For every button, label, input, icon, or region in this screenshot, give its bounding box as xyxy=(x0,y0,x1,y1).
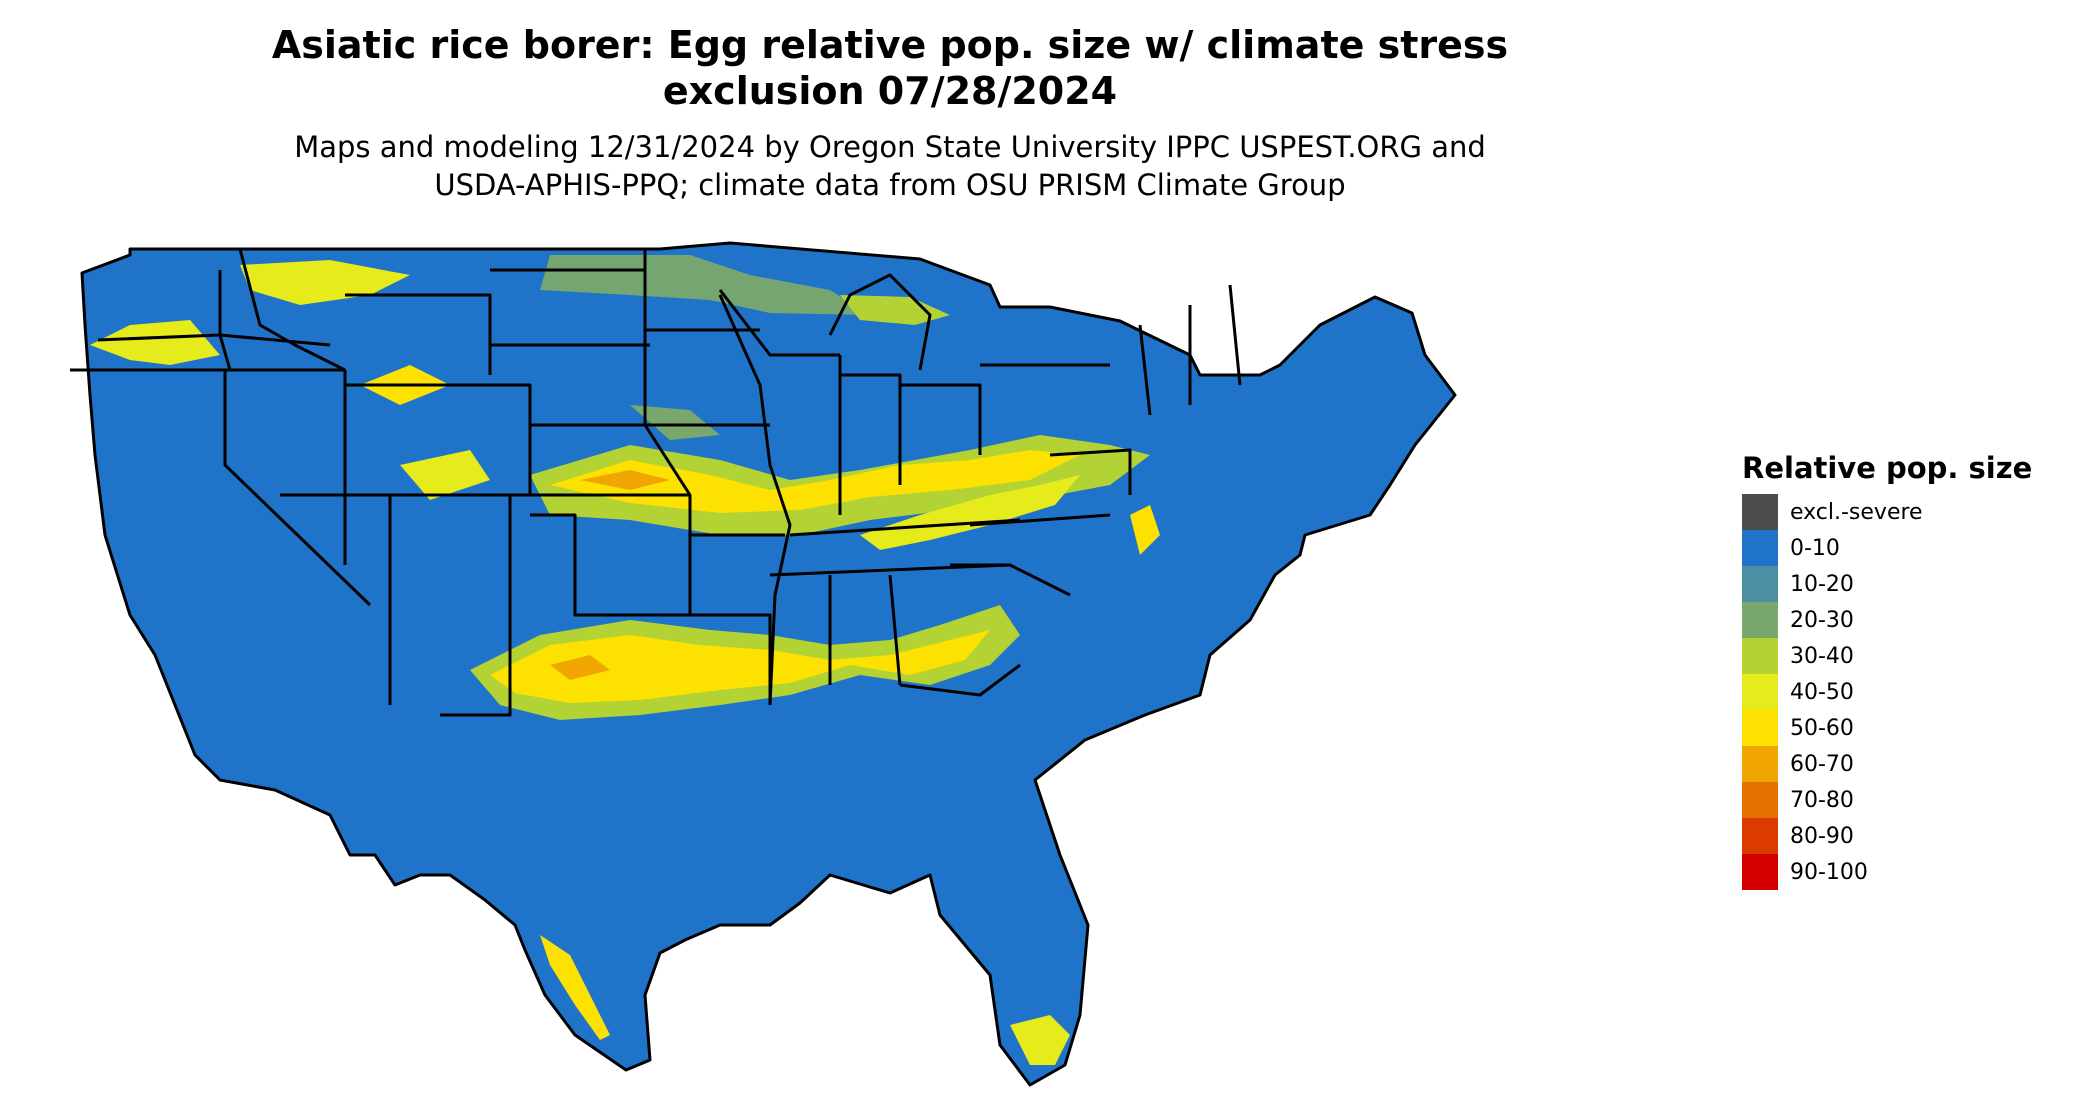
legend-label: 80-90 xyxy=(1790,823,1854,849)
legend-label: 60-70 xyxy=(1790,751,1854,777)
us-map xyxy=(70,241,1457,1087)
legend-label: 70-80 xyxy=(1790,787,1854,813)
legend-swatch xyxy=(1742,818,1778,854)
ca-nv-border xyxy=(223,370,372,607)
western-ridges-4 xyxy=(400,450,490,500)
legend-item: 40-50 xyxy=(1742,674,2032,710)
legend-swatch xyxy=(1742,746,1778,782)
legend-swatch xyxy=(1742,566,1778,602)
dakotas-mn-border xyxy=(643,249,692,615)
legend-swatch xyxy=(1742,782,1778,818)
va-nc-border xyxy=(969,513,1111,527)
western-ridges-1 xyxy=(90,320,220,365)
nm-tx-border xyxy=(440,495,512,717)
central-band-hot xyxy=(580,470,670,490)
legend-label: 10-20 xyxy=(1790,571,1854,597)
legend-item: 50-60 xyxy=(1742,710,2032,746)
atlantic-coast-band xyxy=(1130,505,1160,555)
legend-item: 30-40 xyxy=(1742,638,2032,674)
legend-label: 20-30 xyxy=(1790,607,1854,633)
legend-item: 80-90 xyxy=(1742,818,2032,854)
id-mt-border xyxy=(238,248,346,372)
or-id-border xyxy=(218,270,232,371)
title-line-1: Asiatic rice borer: Egg relative pop. si… xyxy=(271,23,1509,67)
legend-item: 10-20 xyxy=(1742,566,2032,602)
legend-swatch xyxy=(1742,530,1778,566)
map-title: Asiatic rice borer: Egg relative pop. si… xyxy=(170,22,1610,114)
mississippi-river-line xyxy=(718,294,792,706)
gulf-coast-band xyxy=(540,935,610,1040)
ok-tx-border xyxy=(530,513,690,617)
al-ga-border xyxy=(888,574,902,686)
southern-band-core xyxy=(490,630,990,703)
ga-fl-border xyxy=(899,663,1021,697)
upper-michigan-band xyxy=(840,295,950,325)
legend-item: excl.-severe xyxy=(1742,494,2032,530)
legend-item: 0-10 xyxy=(1742,530,2032,566)
subtitle-line-2: USDA-APHIS-PPQ; climate data from OSU PR… xyxy=(434,168,1346,202)
new-england-borders xyxy=(1138,284,1242,416)
legend-swatch xyxy=(1742,638,1778,674)
oh-pa-border xyxy=(900,383,982,455)
legend-label: 0-10 xyxy=(1790,535,1840,561)
legend-label: excl.-severe xyxy=(1790,499,1923,525)
legend: Relative pop. size excl.-severe 0-10 10-… xyxy=(1742,450,2032,890)
legend-swatch xyxy=(1742,674,1778,710)
legend-item: 70-80 xyxy=(1742,782,2032,818)
legend-label: 30-40 xyxy=(1790,643,1854,669)
mi-border xyxy=(828,273,932,371)
wi-il-border xyxy=(718,289,840,357)
mt-wy-border xyxy=(345,293,492,375)
map-subtitle: Maps and modeling 12/31/2024 by Oregon S… xyxy=(170,128,1610,204)
legend-label: 40-50 xyxy=(1790,679,1854,705)
southern-band-hot xyxy=(550,655,610,680)
legend-title: Relative pop. size xyxy=(1742,451,2033,485)
florida-band xyxy=(1010,1015,1070,1065)
ky-tn-border xyxy=(789,518,1021,537)
legend-item: 20-30 xyxy=(1742,602,2032,638)
legend-label: 50-60 xyxy=(1790,715,1854,741)
wy-co-border xyxy=(345,383,532,495)
legend-swatch xyxy=(1742,710,1778,746)
legend-swatch xyxy=(1742,494,1778,530)
tn-south-border xyxy=(769,563,1011,577)
legend-item: 90-100 xyxy=(1742,854,2032,890)
legend-swatch xyxy=(1742,602,1778,638)
md-de-border xyxy=(1049,448,1132,495)
legend-label: 90-100 xyxy=(1790,859,1868,885)
in-oh-border xyxy=(840,373,902,485)
nebraska-band xyxy=(630,405,720,440)
subtitle-line-1: Maps and modeling 12/31/2024 by Oregon S… xyxy=(294,130,1486,164)
title-line-2: exclusion 07/28/2024 xyxy=(662,69,1118,113)
legend-swatch xyxy=(1742,854,1778,890)
state-borders xyxy=(70,248,1242,717)
suitability-bands xyxy=(90,255,1160,1065)
tennessee-band xyxy=(860,475,1080,550)
nc-sc-border xyxy=(950,563,1071,597)
legend-item: 60-70 xyxy=(1742,746,2032,782)
central-band-core xyxy=(550,450,1080,513)
